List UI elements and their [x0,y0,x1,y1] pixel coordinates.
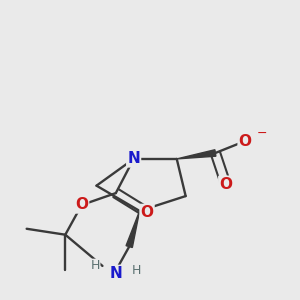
Text: O: O [140,205,154,220]
Text: −: − [256,127,267,140]
Polygon shape [177,150,216,159]
Text: N: N [127,152,140,166]
Text: O: O [238,134,252,148]
Text: N: N [110,266,122,281]
Text: H: H [90,260,100,272]
Text: H: H [132,265,141,278]
Polygon shape [126,211,140,247]
Text: O: O [75,197,88,212]
Text: O: O [219,177,232,192]
